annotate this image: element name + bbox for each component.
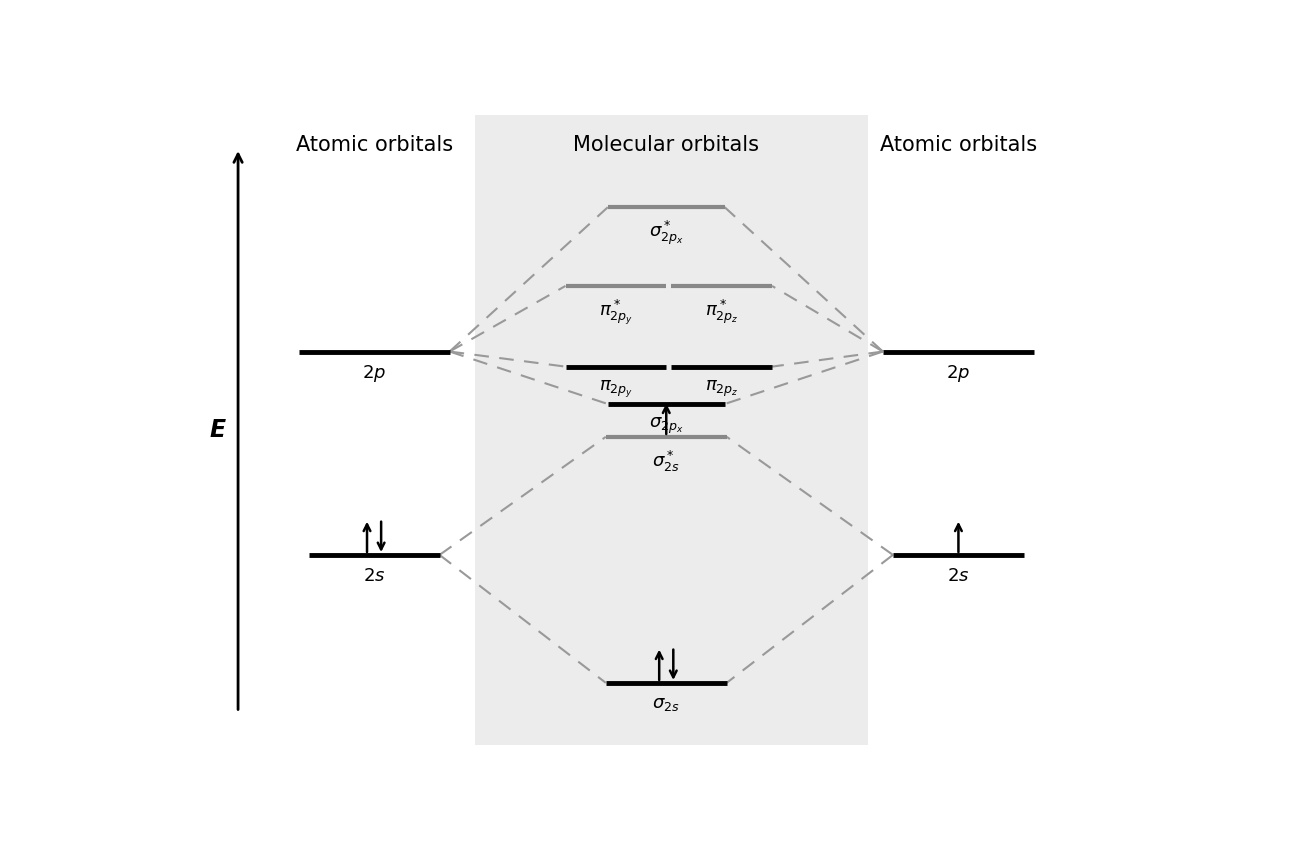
Text: Molecular orbitals: Molecular orbitals [573, 135, 759, 155]
Text: $\pi^*_{2p_y}$: $\pi^*_{2p_y}$ [599, 297, 633, 327]
Text: $\sigma^*_{2p_x}$: $\sigma^*_{2p_x}$ [649, 219, 684, 247]
Text: $\pi_{2p_y}$: $\pi_{2p_y}$ [599, 378, 633, 400]
Text: $\sigma^*_{2s}$: $\sigma^*_{2s}$ [653, 449, 680, 474]
Text: $\sigma_{2s}$: $\sigma_{2s}$ [653, 694, 680, 712]
Text: $\pi_{2p_z}$: $\pi_{2p_z}$ [705, 378, 738, 399]
FancyBboxPatch shape [474, 115, 868, 746]
Text: $2p$: $2p$ [946, 363, 970, 384]
Text: Atomic orbitals: Atomic orbitals [880, 135, 1037, 155]
Text: Atomic orbitals: Atomic orbitals [295, 135, 452, 155]
Text: $\sigma_{2p_x}$: $\sigma_{2p_x}$ [649, 416, 684, 436]
Text: $2s$: $2s$ [948, 567, 970, 584]
Text: $\pi^*_{2p_z}$: $\pi^*_{2p_z}$ [705, 297, 738, 326]
Text: E: E [209, 418, 226, 442]
Text: $2s$: $2s$ [363, 567, 385, 584]
Text: $2p$: $2p$ [363, 363, 386, 384]
